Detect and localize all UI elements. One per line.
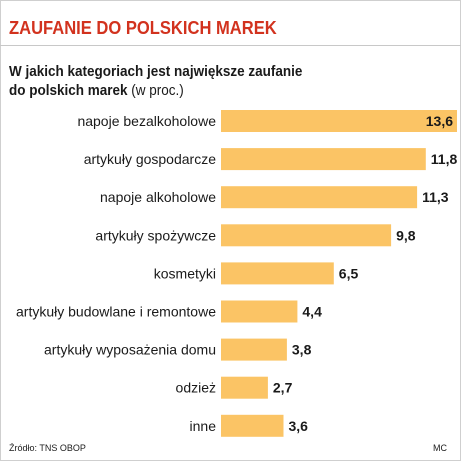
header-divider	[0, 45, 461, 46]
value-label-5: 4,4	[302, 304, 322, 320]
subtitle-line-1: W jakich kategoriach jest największe zau…	[9, 63, 303, 80]
category-label-5: artykuły budowlane i remontowe	[16, 304, 216, 320]
subtitle-unit: (w proc.)	[127, 82, 184, 99]
category-label-4: kosmetyki	[154, 265, 216, 281]
value-label-7: 2,7	[273, 380, 293, 396]
category-label-6: artykuły wyposażenia domu	[44, 342, 216, 358]
bar-1	[221, 148, 426, 171]
value-label-3: 9,8	[396, 227, 416, 243]
subtitle-line-2-bold: do polskich marek	[9, 82, 128, 99]
bar-0	[221, 110, 457, 132]
bar-5	[221, 300, 298, 323]
chart-subtitle: W jakich kategoriach jest największe zau…	[9, 62, 387, 100]
category-label-2: napoje alkoholowe	[100, 189, 216, 205]
value-label-2: 11,3	[422, 189, 449, 205]
category-label-1: artykuły gospodarcze	[84, 151, 217, 167]
bar-2	[221, 186, 418, 209]
value-label-1: 11,8	[431, 151, 458, 167]
bar-8	[221, 414, 284, 437]
category-label-3: artykuły spożywcze	[95, 227, 216, 243]
value-label-4: 6,5	[339, 265, 359, 281]
category-label-8: inne	[190, 418, 217, 434]
value-label-6: 3,8	[292, 342, 312, 358]
bar-6	[221, 338, 287, 361]
value-label-0: 13,6	[426, 113, 453, 129]
bar-4	[221, 262, 334, 285]
bar-7	[221, 376, 268, 399]
subtitle-line-2: do polskich marek (w proc.)	[9, 81, 387, 100]
bar-3	[221, 224, 392, 247]
category-label-0: napoje bezalkoholowe	[77, 113, 216, 129]
category-label-7: odzież	[176, 380, 216, 396]
source-note: Źródło: TNS OBOP	[9, 443, 86, 453]
value-label-8: 3,6	[289, 418, 309, 434]
author-credit: MC	[433, 443, 447, 453]
page-title: ZAUFANIE DO POLSKICH MAREK	[9, 18, 277, 38]
